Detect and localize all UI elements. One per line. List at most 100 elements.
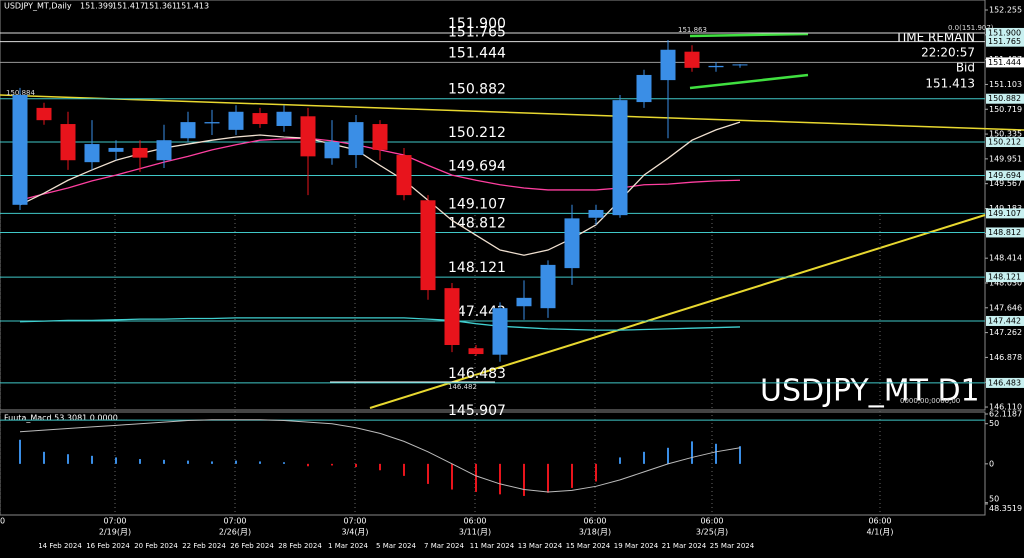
header-ohlc: 151.417: [112, 2, 145, 11]
level-box: [986, 27, 1024, 38]
level-box-label: 147.442: [988, 316, 1021, 325]
x-tick-label: 14 Feb 2024: [38, 542, 82, 550]
moving-average: [19, 317, 741, 331]
histogram-bar: [547, 463, 549, 493]
level-box: [986, 170, 1024, 181]
histogram-bar: [355, 463, 357, 468]
level-label: 150.882: [448, 82, 506, 98]
time-label: 00: [0, 517, 5, 526]
time-label: 06:00: [868, 517, 891, 526]
signal-line: [19, 419, 741, 493]
candle-body: [732, 64, 748, 66]
candle-body: [228, 111, 244, 130]
level-box: [986, 36, 1024, 47]
candle-body: [60, 124, 76, 161]
x-tick-label: 21 Mar 2024: [662, 542, 707, 550]
date-label: 3/4(月): [341, 528, 368, 537]
candle-body: [180, 122, 196, 139]
x-tick-label: 19 Mar 2024: [614, 542, 659, 550]
level-label: 149.694: [448, 158, 506, 174]
level-box-label: 148.121: [988, 273, 1021, 282]
level-label: 151.765: [448, 25, 506, 41]
date-label: 4/1(月): [866, 528, 893, 537]
date-label: 3/25(月): [696, 528, 728, 537]
date-label: 2/26(月): [219, 528, 251, 537]
annotation: 150.884: [6, 89, 35, 97]
candle-body: [612, 100, 628, 216]
histogram-bar: [619, 457, 621, 464]
candle-body: [372, 124, 388, 150]
time-label: 06:00: [463, 517, 486, 526]
x-tick-label: 25 Mar 2024: [710, 542, 755, 550]
y-tick-label: 148.414: [989, 254, 1022, 263]
date-label: 3/11(月): [459, 528, 491, 537]
histogram-bar: [427, 463, 429, 484]
candle-body: [84, 144, 100, 163]
y-tick-label: 146.110: [989, 403, 1022, 412]
histogram-bar: [643, 451, 645, 464]
time-remain: 22:20:57: [921, 46, 975, 60]
price-panel: [0, 0, 986, 411]
level-box: [986, 227, 1024, 238]
indicator-tick-label: 0: [989, 459, 994, 468]
trend-line: [369, 214, 986, 409]
histogram-bar: [235, 460, 237, 464]
candle-body: [468, 348, 484, 355]
time-label: 07:00: [223, 517, 246, 526]
y-tick-label: 152.255: [989, 6, 1022, 15]
y-tick-label: 147.262: [989, 328, 1022, 337]
level-box: [986, 93, 1024, 104]
histogram-bar: [403, 463, 405, 476]
level-box-label: 149.694: [988, 171, 1021, 180]
histogram-bar: [331, 463, 333, 466]
x-tick-label: 26 Feb 2024: [230, 542, 274, 550]
level-box: [986, 57, 1024, 68]
y-tick-label: 150.335: [989, 130, 1022, 139]
indicator-tick-label: 50: [989, 419, 999, 428]
histogram-bar: [499, 463, 501, 495]
histogram-bar: [163, 459, 165, 464]
level-label: 151.444: [448, 45, 506, 61]
candle-body: [444, 288, 460, 346]
histogram-bar: [19, 439, 21, 464]
symbol-label: USDJPY_MT D1: [760, 374, 980, 409]
date-label: 2/19(月): [99, 528, 131, 537]
header-ohlc: 151.413: [176, 2, 209, 11]
y-tick-label: 150.719: [989, 105, 1022, 114]
candle-body: [300, 116, 316, 157]
histogram-bar: [667, 447, 669, 464]
level-box-label: 150.882: [988, 94, 1021, 103]
candle-body: [348, 122, 364, 156]
level-box-label: 149.107: [988, 209, 1021, 218]
level-box-label: 150.212: [988, 138, 1021, 147]
green-line: [689, 73, 809, 90]
histogram-bar: [139, 459, 141, 464]
candle-body: [252, 113, 268, 125]
histogram-bar: [115, 457, 117, 464]
x-tick-label: 13 Mar 2024: [518, 542, 563, 550]
candle-body: [636, 74, 652, 103]
level-box: [986, 137, 1024, 148]
x-tick-label: 11 Mar 2024: [470, 542, 515, 550]
level-box: [986, 315, 1024, 326]
time-label: 07:00: [103, 517, 126, 526]
x-tick-label: 7 Mar 2024: [424, 542, 464, 550]
histogram-bar: [523, 463, 525, 496]
histogram-bar: [691, 441, 693, 464]
candle-body: [396, 155, 412, 196]
indicator-tick-label: 62.1187: [989, 410, 1022, 419]
candle-body: [132, 147, 148, 158]
histogram-bar: [475, 463, 477, 492]
candle-body: [420, 200, 436, 291]
annotation: 0.0(151.907): [948, 24, 994, 32]
histogram-bar: [595, 463, 597, 482]
candle-body: [276, 111, 292, 126]
level-box-label: 151.444: [988, 58, 1021, 67]
annotation: 151.863: [678, 26, 707, 34]
histogram-bar: [283, 462, 285, 464]
level-label: 146.483: [448, 366, 506, 382]
annotation: 146.482: [448, 383, 477, 391]
candle-body: [516, 297, 532, 307]
y-tick-label: 146.878: [989, 353, 1022, 362]
